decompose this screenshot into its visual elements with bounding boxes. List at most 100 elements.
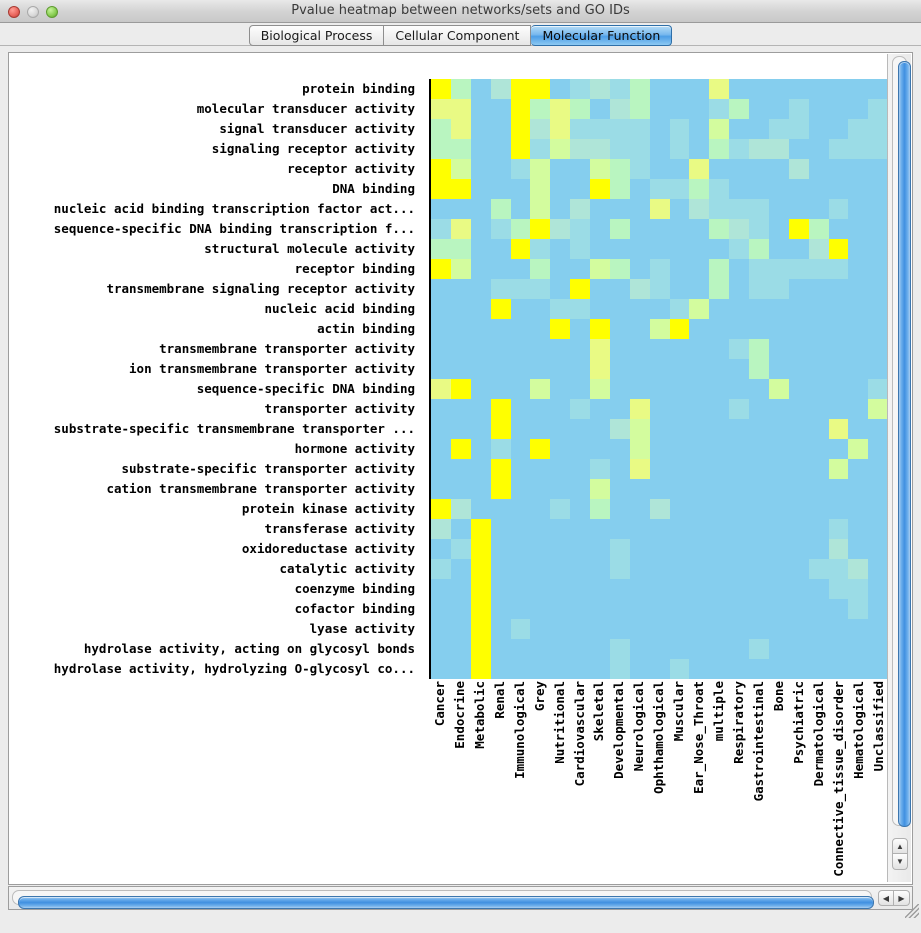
heatmap-cell[interactable] <box>808 299 829 319</box>
heatmap-cell[interactable] <box>431 619 451 639</box>
heatmap-cell[interactable] <box>868 399 888 419</box>
heatmap-cell[interactable] <box>788 359 809 379</box>
heatmap-cell[interactable] <box>510 399 531 419</box>
heatmap-cell[interactable] <box>609 519 630 539</box>
heatmap-cell[interactable] <box>729 459 749 479</box>
heatmap-cell[interactable] <box>609 79 630 99</box>
heatmap-cell[interactable] <box>490 539 511 559</box>
heatmap-cell[interactable] <box>828 399 849 419</box>
heatmap-cell[interactable] <box>729 119 749 139</box>
heatmap-cell[interactable] <box>570 119 590 139</box>
heatmap-cell[interactable] <box>649 439 670 459</box>
heatmap-cell[interactable] <box>669 199 690 219</box>
heatmap-cell[interactable] <box>729 579 749 599</box>
heatmap-cell[interactable] <box>609 379 630 399</box>
heatmap-cell[interactable] <box>729 379 749 399</box>
heatmap-cell[interactable] <box>629 559 650 579</box>
heatmap-cell[interactable] <box>749 279 769 299</box>
heatmap-cell[interactable] <box>490 119 511 139</box>
heatmap-cell[interactable] <box>490 619 511 639</box>
heatmap-cell[interactable] <box>788 79 809 99</box>
heatmap-cell[interactable] <box>609 259 630 279</box>
heatmap-cell[interactable] <box>431 419 451 439</box>
heatmap-cell[interactable] <box>848 419 869 439</box>
heatmap-cell[interactable] <box>689 659 710 679</box>
heatmap-cell[interactable] <box>510 119 531 139</box>
heatmap-cell[interactable] <box>669 479 690 499</box>
heatmap-cell[interactable] <box>590 559 610 579</box>
heatmap-cell[interactable] <box>729 299 749 319</box>
heatmap-cell[interactable] <box>530 499 551 519</box>
heatmap-cell[interactable] <box>749 79 769 99</box>
heatmap-cell[interactable] <box>550 219 571 239</box>
heatmap-cell[interactable] <box>490 439 511 459</box>
heatmap-cell[interactable] <box>788 219 809 239</box>
heatmap-cell[interactable] <box>470 219 491 239</box>
heatmap-cell[interactable] <box>709 159 730 179</box>
heatmap-cell[interactable] <box>590 179 610 199</box>
heatmap-cell[interactable] <box>490 139 511 159</box>
heatmap-cell[interactable] <box>530 79 551 99</box>
heatmap-cell[interactable] <box>709 339 730 359</box>
heatmap-cell[interactable] <box>490 219 511 239</box>
heatmap-cell[interactable] <box>629 339 650 359</box>
heatmap-cell[interactable] <box>629 219 650 239</box>
heatmap-cell[interactable] <box>490 579 511 599</box>
heatmap-cell[interactable] <box>609 179 630 199</box>
heatmap-cell[interactable] <box>868 379 888 399</box>
heatmap-cell[interactable] <box>609 199 630 219</box>
heatmap-cell[interactable] <box>848 619 869 639</box>
heatmap-cell[interactable] <box>649 519 670 539</box>
heatmap-cell[interactable] <box>709 559 730 579</box>
heatmap-cell[interactable] <box>609 239 630 259</box>
heatmap-cell[interactable] <box>788 179 809 199</box>
heatmap-cell[interactable] <box>530 459 551 479</box>
heatmap-cell[interactable] <box>689 559 710 579</box>
heatmap-cell[interactable] <box>669 599 690 619</box>
heatmap-cell[interactable] <box>848 359 869 379</box>
heatmap-cell[interactable] <box>848 579 869 599</box>
heatmap-cell[interactable] <box>590 139 610 159</box>
heatmap-cell[interactable] <box>590 359 610 379</box>
heatmap-cell[interactable] <box>788 259 809 279</box>
heatmap-cell[interactable] <box>450 599 471 619</box>
heatmap-cell[interactable] <box>868 139 888 159</box>
heatmap-cell[interactable] <box>649 599 670 619</box>
heatmap-cell[interactable] <box>470 639 491 659</box>
heatmap-cell[interactable] <box>788 279 809 299</box>
heatmap-cell[interactable] <box>828 279 849 299</box>
heatmap-cell[interactable] <box>629 319 650 339</box>
heatmap-cell[interactable] <box>689 99 710 119</box>
heatmap-cell[interactable] <box>768 599 789 619</box>
heatmap-cell[interactable] <box>450 339 471 359</box>
heatmap-cell[interactable] <box>510 559 531 579</box>
heatmap-cell[interactable] <box>530 199 551 219</box>
heatmap-cell[interactable] <box>848 479 869 499</box>
heatmap-cell[interactable] <box>609 439 630 459</box>
heatmap-cell[interactable] <box>768 639 789 659</box>
heatmap-cell[interactable] <box>629 359 650 379</box>
heatmap-cell[interactable] <box>431 659 451 679</box>
heatmap-cell[interactable] <box>609 459 630 479</box>
heatmap-cell[interactable] <box>431 479 451 499</box>
heatmap-cell[interactable] <box>729 99 749 119</box>
heatmap-cell[interactable] <box>828 199 849 219</box>
close-button[interactable] <box>8 6 20 18</box>
heatmap-cell[interactable] <box>649 639 670 659</box>
heatmap-cell[interactable] <box>729 339 749 359</box>
heatmap-cell[interactable] <box>848 599 869 619</box>
heatmap-cell[interactable] <box>749 399 769 419</box>
heatmap-cell[interactable] <box>808 479 829 499</box>
heatmap-cell[interactable] <box>431 579 451 599</box>
heatmap-cell[interactable] <box>828 339 849 359</box>
heatmap-cell[interactable] <box>530 379 551 399</box>
heatmap-cell[interactable] <box>609 579 630 599</box>
tab-molecular-function[interactable]: Molecular Function <box>531 25 673 46</box>
heatmap-cell[interactable] <box>550 379 571 399</box>
heatmap-cell[interactable] <box>788 539 809 559</box>
heatmap-cell[interactable] <box>709 179 730 199</box>
heatmap-cell[interactable] <box>609 359 630 379</box>
heatmap-cell[interactable] <box>590 639 610 659</box>
heatmap-cell[interactable] <box>788 239 809 259</box>
heatmap-cell[interactable] <box>431 559 451 579</box>
